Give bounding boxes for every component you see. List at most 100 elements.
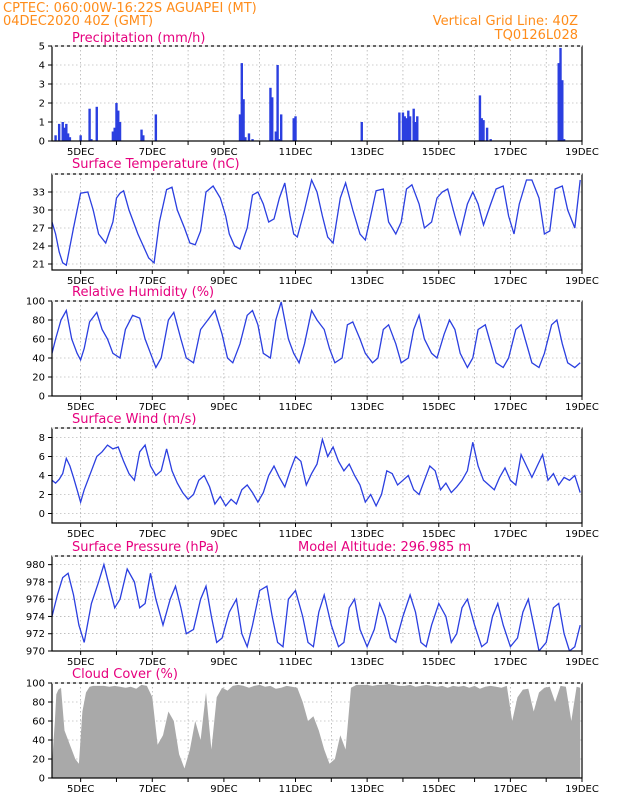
cloud-area bbox=[52, 684, 581, 778]
pressure-frame bbox=[51, 555, 583, 652]
precip-bar bbox=[403, 116, 406, 141]
wind-day-label: 11DEC bbox=[279, 529, 313, 540]
precip-bar bbox=[251, 139, 254, 141]
cloud-day-label: 19DEC bbox=[565, 784, 599, 795]
precip-bar bbox=[414, 122, 417, 141]
precip-bar bbox=[485, 127, 489, 141]
precip-ytick-label: 5 bbox=[39, 42, 45, 53]
chart-panels: Precipitation (mm/h) 0 1 2 3 4 5 5DEC 7DEC 9DEC 11… bbox=[26, 31, 599, 795]
wind-line bbox=[52, 436, 581, 508]
precip-bar bbox=[405, 118, 408, 141]
precip-bar bbox=[118, 122, 122, 141]
precip-bar bbox=[238, 114, 242, 141]
precip-day-label: 5DEC bbox=[67, 147, 94, 158]
header-run-code: TQ0126L028 bbox=[494, 28, 578, 43]
cloud-ytick-label: 100 bbox=[26, 679, 45, 690]
wind-day-label: 13DEC bbox=[350, 529, 384, 540]
temp-day-label: 19DEC bbox=[565, 276, 599, 287]
cloud-panel: Cloud Cover (%) 0 20 40 60 80 100 5DEC 7DEC 9DEC 1… bbox=[26, 667, 599, 795]
temp-ytick-label: 24 bbox=[32, 242, 45, 253]
precip-ytick-label: 4 bbox=[39, 61, 45, 72]
precip-bar bbox=[407, 110, 410, 141]
pressure-ytick-label: 974 bbox=[26, 612, 45, 623]
pressure-ytick-label: 972 bbox=[26, 629, 45, 640]
temp-day-label: 15DEC bbox=[422, 276, 456, 287]
wind-ytick-label: 4 bbox=[39, 471, 45, 482]
precip-bar bbox=[562, 139, 566, 141]
precip-bar bbox=[278, 139, 281, 141]
precip-bar bbox=[416, 116, 419, 141]
precip-bar bbox=[559, 47, 562, 141]
precip-ytick-label: 2 bbox=[39, 99, 45, 110]
precip-bar bbox=[412, 108, 415, 141]
rh-ytick-label: 40 bbox=[32, 354, 45, 365]
precip-day-label: 19DEC bbox=[565, 147, 599, 158]
precip-bar bbox=[398, 112, 401, 141]
temp-day-label: 13DEC bbox=[350, 276, 384, 287]
wind-day-label: 9DEC bbox=[210, 529, 237, 540]
rh-ytick-label: 0 bbox=[39, 392, 45, 403]
temp-day-label: 11DEC bbox=[279, 276, 313, 287]
wind-ytick-label: 8 bbox=[39, 433, 45, 444]
pressure-day-label: 19DEC bbox=[565, 657, 599, 668]
precip-ytick-label: 0 bbox=[39, 137, 45, 148]
wind-day-label: 17DEC bbox=[494, 529, 528, 540]
precip-bar bbox=[65, 123, 68, 141]
temp-frame bbox=[51, 173, 583, 271]
cloud-day-label: 7DEC bbox=[139, 784, 166, 795]
precip-day-label: 11DEC bbox=[279, 147, 313, 158]
temp-day-label: 5DEC bbox=[67, 276, 94, 287]
precip-bar bbox=[140, 129, 143, 141]
precip-bar bbox=[244, 137, 247, 141]
precip-ytick-label: 1 bbox=[39, 118, 45, 129]
rh-day-label: 15DEC bbox=[422, 402, 456, 413]
wind-day-label: 5DEC bbox=[67, 529, 94, 540]
precip-bar bbox=[294, 116, 297, 141]
pressure-panel: Surface Pressure (hPa) 970 972 974 976 978 980… bbox=[26, 540, 599, 668]
pressure-ytick-label: 980 bbox=[26, 560, 45, 571]
precip-day-label: 9DEC bbox=[210, 147, 237, 158]
precip-day-label: 17DEC bbox=[494, 147, 528, 158]
cloud-day-label: 15DEC bbox=[422, 784, 456, 795]
precip-bar bbox=[269, 87, 272, 141]
rh-day-label: 13DEC bbox=[350, 402, 384, 413]
precip-bar bbox=[478, 95, 482, 141]
pressure-day-label: 5DEC bbox=[67, 657, 94, 668]
cloud-title: Cloud Cover (%) bbox=[72, 667, 178, 682]
rh-day-label: 19DEC bbox=[565, 402, 599, 413]
temp-ytick-label: 21 bbox=[32, 260, 45, 271]
precip-bar bbox=[88, 108, 91, 141]
wind-ytick-label: 6 bbox=[39, 452, 45, 463]
precip-bar bbox=[274, 131, 278, 141]
precip-bar bbox=[113, 127, 116, 141]
rh-day-label: 11DEC bbox=[279, 402, 313, 413]
rh-title: Relative Humidity (%) bbox=[72, 285, 214, 300]
precip-bar bbox=[66, 133, 70, 141]
precip-bar bbox=[271, 97, 274, 141]
header-station: CPTEC: 060:00W-16:22S AGUAPEI (MT) bbox=[3, 1, 257, 16]
cloud-day-label: 9DEC bbox=[210, 784, 237, 795]
header-grid-note: Vertical Grid Line: 40Z bbox=[433, 14, 578, 29]
rh-line bbox=[52, 301, 581, 370]
precip-bar bbox=[142, 135, 145, 141]
precip-title: Precipitation (mm/h) bbox=[72, 31, 205, 46]
precip-bar bbox=[240, 63, 243, 141]
rh-ytick-label: 60 bbox=[32, 335, 45, 346]
precip-day-label: 7DEC bbox=[139, 147, 166, 158]
precip-bar bbox=[111, 131, 115, 141]
wind-day-label: 7DEC bbox=[139, 529, 166, 540]
temp-day-label: 17DEC bbox=[494, 276, 528, 287]
rh-frame bbox=[51, 300, 583, 397]
header-date: 04DEC2020 40Z (GMT) bbox=[3, 14, 153, 29]
precip-bar bbox=[68, 137, 72, 141]
pressure-day-label: 17DEC bbox=[494, 657, 528, 668]
cloud-ytick-label: 20 bbox=[32, 755, 45, 766]
precip-bar bbox=[360, 122, 363, 141]
precip-bar bbox=[292, 118, 295, 141]
pressure-line bbox=[52, 562, 581, 651]
precip-bar bbox=[247, 133, 251, 141]
rh-ytick-label: 100 bbox=[26, 297, 45, 308]
pressure-ytick-label: 976 bbox=[26, 595, 45, 606]
cloud-day-label: 17DEC bbox=[494, 784, 528, 795]
